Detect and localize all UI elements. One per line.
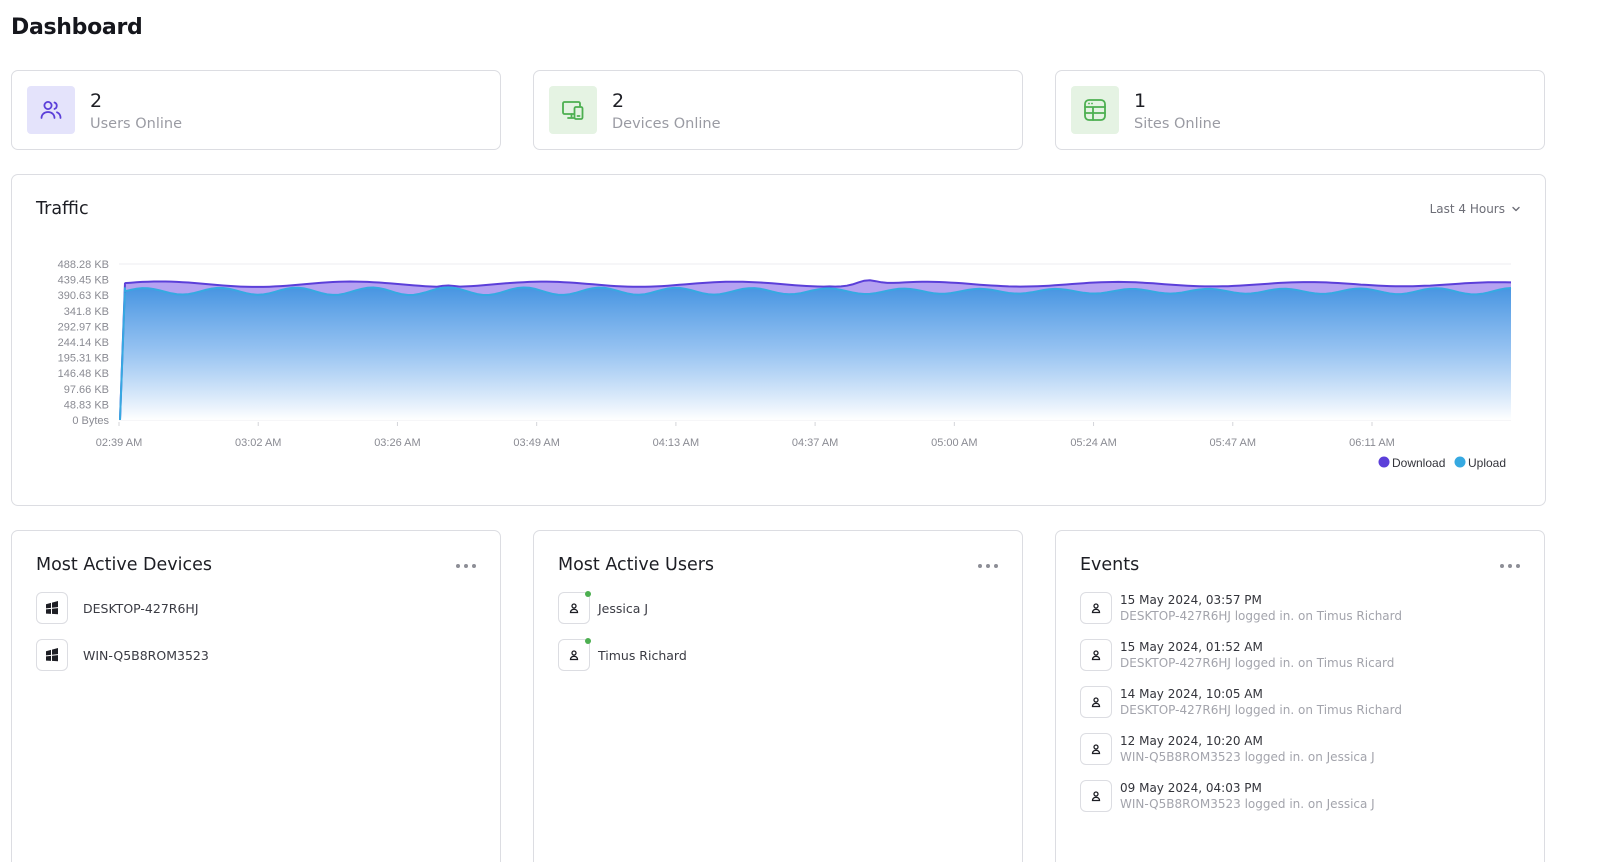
event-description: DESKTOP-427R6HJ logged in. on Timus Rica…	[1120, 655, 1395, 670]
panel-title: Most Active Devices	[36, 555, 213, 575]
most-active-devices-panel: Most Active Devices DESKTOP-427R6HJ WIN-…	[11, 530, 501, 862]
traffic-chart[interactable]: 0 Bytes 48.83 KB 97.66 KB 146.48 KB 195.31 K…	[12, 175, 1545, 505]
online-status-dot	[585, 591, 591, 597]
event-description: WIN-Q5B8ROM3523 logged in. on Jessica J	[1120, 749, 1375, 764]
stat-card-devices[interactable]: 2 Devices Online	[533, 70, 1023, 150]
traffic-title: Traffic	[36, 199, 89, 219]
event-time: 12 May 2024, 10:20 AM	[1120, 733, 1263, 748]
event-row[interactable]: 09 May 2024, 04:03 PM WIN-Q5B8ROM3523 lo…	[1080, 780, 1375, 812]
sites-icon	[1071, 86, 1119, 134]
device-row[interactable]: WIN-Q5B8ROM3523	[36, 639, 209, 671]
event-time: 09 May 2024, 04:03 PM	[1120, 780, 1262, 795]
user-row[interactable]: Jessica J	[558, 591, 649, 624]
stat-card-sites[interactable]: 1 Sites Online	[1055, 70, 1545, 150]
event-time: 15 May 2024, 01:52 AM	[1120, 639, 1263, 654]
user-name: Jessica J	[598, 600, 649, 616]
events-panel: Events 15 May 2024, 03:57 PM DESKTOP-427…	[1055, 530, 1545, 862]
x-tick-label: 05:00 AM	[931, 437, 977, 449]
user-icon	[558, 591, 591, 624]
user-icon	[1080, 686, 1112, 718]
windows-icon	[36, 592, 68, 624]
user-icon	[1080, 592, 1112, 624]
sites-online-label: Sites Online	[1134, 116, 1221, 132]
devices-online-label: Devices Online	[612, 116, 721, 132]
event-description: DESKTOP-427R6HJ logged in. on Timus Rich…	[1120, 702, 1402, 717]
panel-title: Events	[1080, 555, 1140, 575]
legend-marker	[1378, 456, 1390, 468]
upload-series-line	[119, 286, 1512, 421]
download-area	[125, 280, 1511, 295]
sites-online-count: 1	[1134, 90, 1147, 112]
y-tick-label: 48.83 KB	[64, 399, 109, 411]
users-icon	[27, 86, 75, 134]
user-icon	[1080, 733, 1112, 765]
legend-label: Upload	[1468, 456, 1506, 470]
windows-icon	[36, 639, 68, 671]
more-options-button[interactable]	[978, 559, 998, 573]
event-row[interactable]: 12 May 2024, 10:20 AM WIN-Q5B8ROM3523 lo…	[1080, 733, 1375, 765]
event-time: 14 May 2024, 10:05 AM	[1120, 686, 1263, 701]
y-tick-label: 195.31 KB	[58, 353, 109, 365]
most-active-users-panel: Most Active Users Jessica J Timus Richar…	[533, 530, 1023, 862]
event-row[interactable]: 15 May 2024, 03:57 PM DESKTOP-427R6HJ lo…	[1080, 592, 1402, 624]
event-row[interactable]: 14 May 2024, 10:05 AM DESKTOP-427R6HJ lo…	[1080, 686, 1402, 718]
x-tick-label: 06:11 AM	[1349, 437, 1395, 449]
users-online-label: Users Online	[90, 116, 182, 132]
devices-icon	[549, 86, 597, 134]
user-name: Timus Richard	[598, 647, 687, 663]
user-icon	[558, 638, 591, 671]
more-options-button[interactable]	[1500, 559, 1520, 573]
legend-marker	[1454, 456, 1466, 468]
x-tick-label: 05:24 AM	[1070, 437, 1116, 449]
y-tick-label: 488.28 KB	[58, 259, 109, 271]
y-tick-label: 439.45 KB	[58, 275, 109, 287]
legend-label: Download	[1392, 456, 1445, 470]
more-options-button[interactable]	[456, 559, 476, 573]
time-range-dropdown[interactable]: Last 4 Hours	[1430, 202, 1521, 216]
event-row[interactable]: 15 May 2024, 01:52 AM DESKTOP-427R6HJ lo…	[1080, 639, 1394, 671]
download-series-line	[119, 279, 1512, 421]
event-description: DESKTOP-427R6HJ logged in. on Timus Rich…	[1120, 608, 1402, 623]
user-icon	[1080, 780, 1112, 812]
device-name: WIN-Q5B8ROM3523	[83, 647, 209, 663]
user-row[interactable]: Timus Richard	[558, 638, 687, 671]
time-range-label: Last 4 Hours	[1429, 202, 1505, 216]
stat-card-users[interactable]: 2 Users Online	[11, 70, 501, 150]
y-tick-label: 146.48 KB	[58, 368, 109, 380]
page-title: Dashboard	[11, 15, 143, 40]
event-description: WIN-Q5B8ROM3523 logged in. on Jessica J	[1120, 796, 1375, 811]
panel-title: Most Active Users	[558, 555, 715, 575]
user-icon	[1080, 639, 1112, 671]
y-tick-label: 341.8 KB	[64, 306, 109, 318]
upload-area	[120, 287, 1511, 420]
x-tick-label: 04:13 AM	[653, 437, 699, 449]
traffic-card: Traffic Last 4 Hours 0 Bytes 48.83 KB 97.6…	[11, 174, 1546, 506]
x-tick-label: 04:37 AM	[792, 437, 838, 449]
chevron-down-icon	[1512, 206, 1520, 212]
y-tick-label: 0 Bytes	[72, 415, 109, 427]
y-tick-label: 390.63 KB	[58, 290, 109, 302]
y-tick-label: 292.97 KB	[58, 321, 109, 333]
x-tick-label: 02:39 AM	[96, 437, 142, 449]
device-row[interactable]: DESKTOP-427R6HJ	[36, 592, 199, 624]
x-tick-label: 05:47 AM	[1210, 437, 1256, 449]
devices-online-count: 2	[612, 90, 625, 112]
y-tick-label: 97.66 KB	[64, 384, 109, 396]
x-tick-label: 03:49 AM	[513, 437, 559, 449]
users-online-count: 2	[90, 90, 103, 112]
x-tick-label: 03:26 AM	[374, 437, 420, 449]
online-status-dot	[585, 638, 591, 644]
x-tick-label: 03:02 AM	[235, 437, 281, 449]
event-time: 15 May 2024, 03:57 PM	[1120, 592, 1262, 607]
y-tick-label: 244.14 KB	[58, 337, 109, 349]
device-name: DESKTOP-427R6HJ	[83, 600, 199, 616]
